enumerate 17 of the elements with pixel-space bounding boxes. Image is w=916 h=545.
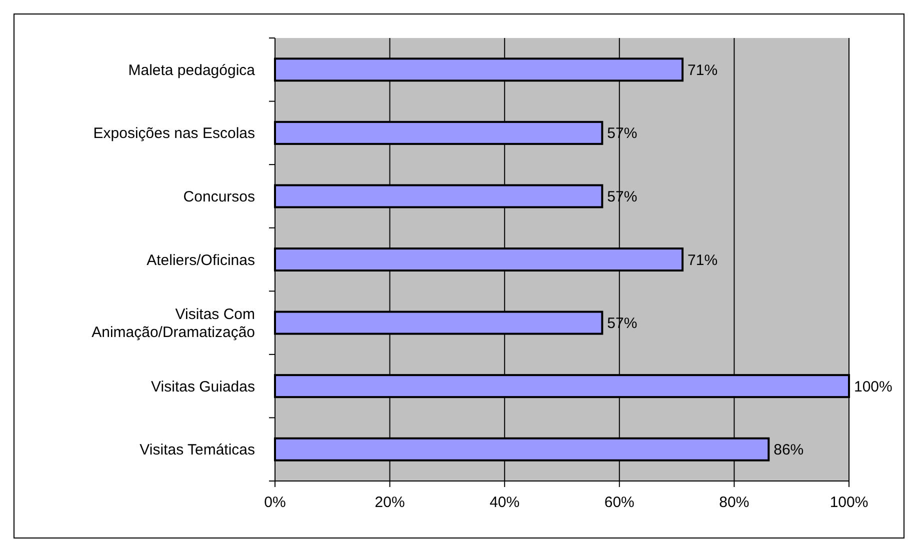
y-tick-label: Ateliers/Oficinas xyxy=(146,252,255,269)
y-tick-label: Visitas Guiadas xyxy=(151,378,255,396)
y-tick-label: Visitas Temáticas xyxy=(140,442,255,459)
x-tick-label: 40% xyxy=(490,494,520,511)
y-tick-label: Visitas Com Animação/Dramatização xyxy=(92,306,255,342)
y-tick-label: Exposições nas Escolas xyxy=(93,125,255,142)
x-tick-label: 60% xyxy=(604,494,634,511)
x-tick-label: 80% xyxy=(719,494,750,511)
y-tick-label: Maleta pedagógica xyxy=(128,62,256,79)
data-label: 71% xyxy=(688,62,718,79)
data-label: 71% xyxy=(688,252,718,269)
data-label: 100% xyxy=(854,378,892,396)
x-tick-label: 100% xyxy=(830,494,868,511)
x-tick-label: 0% xyxy=(264,494,286,511)
data-label: 86% xyxy=(774,442,804,459)
y-tick-label: Concursos xyxy=(183,188,255,206)
x-tick-label: 20% xyxy=(374,494,405,511)
